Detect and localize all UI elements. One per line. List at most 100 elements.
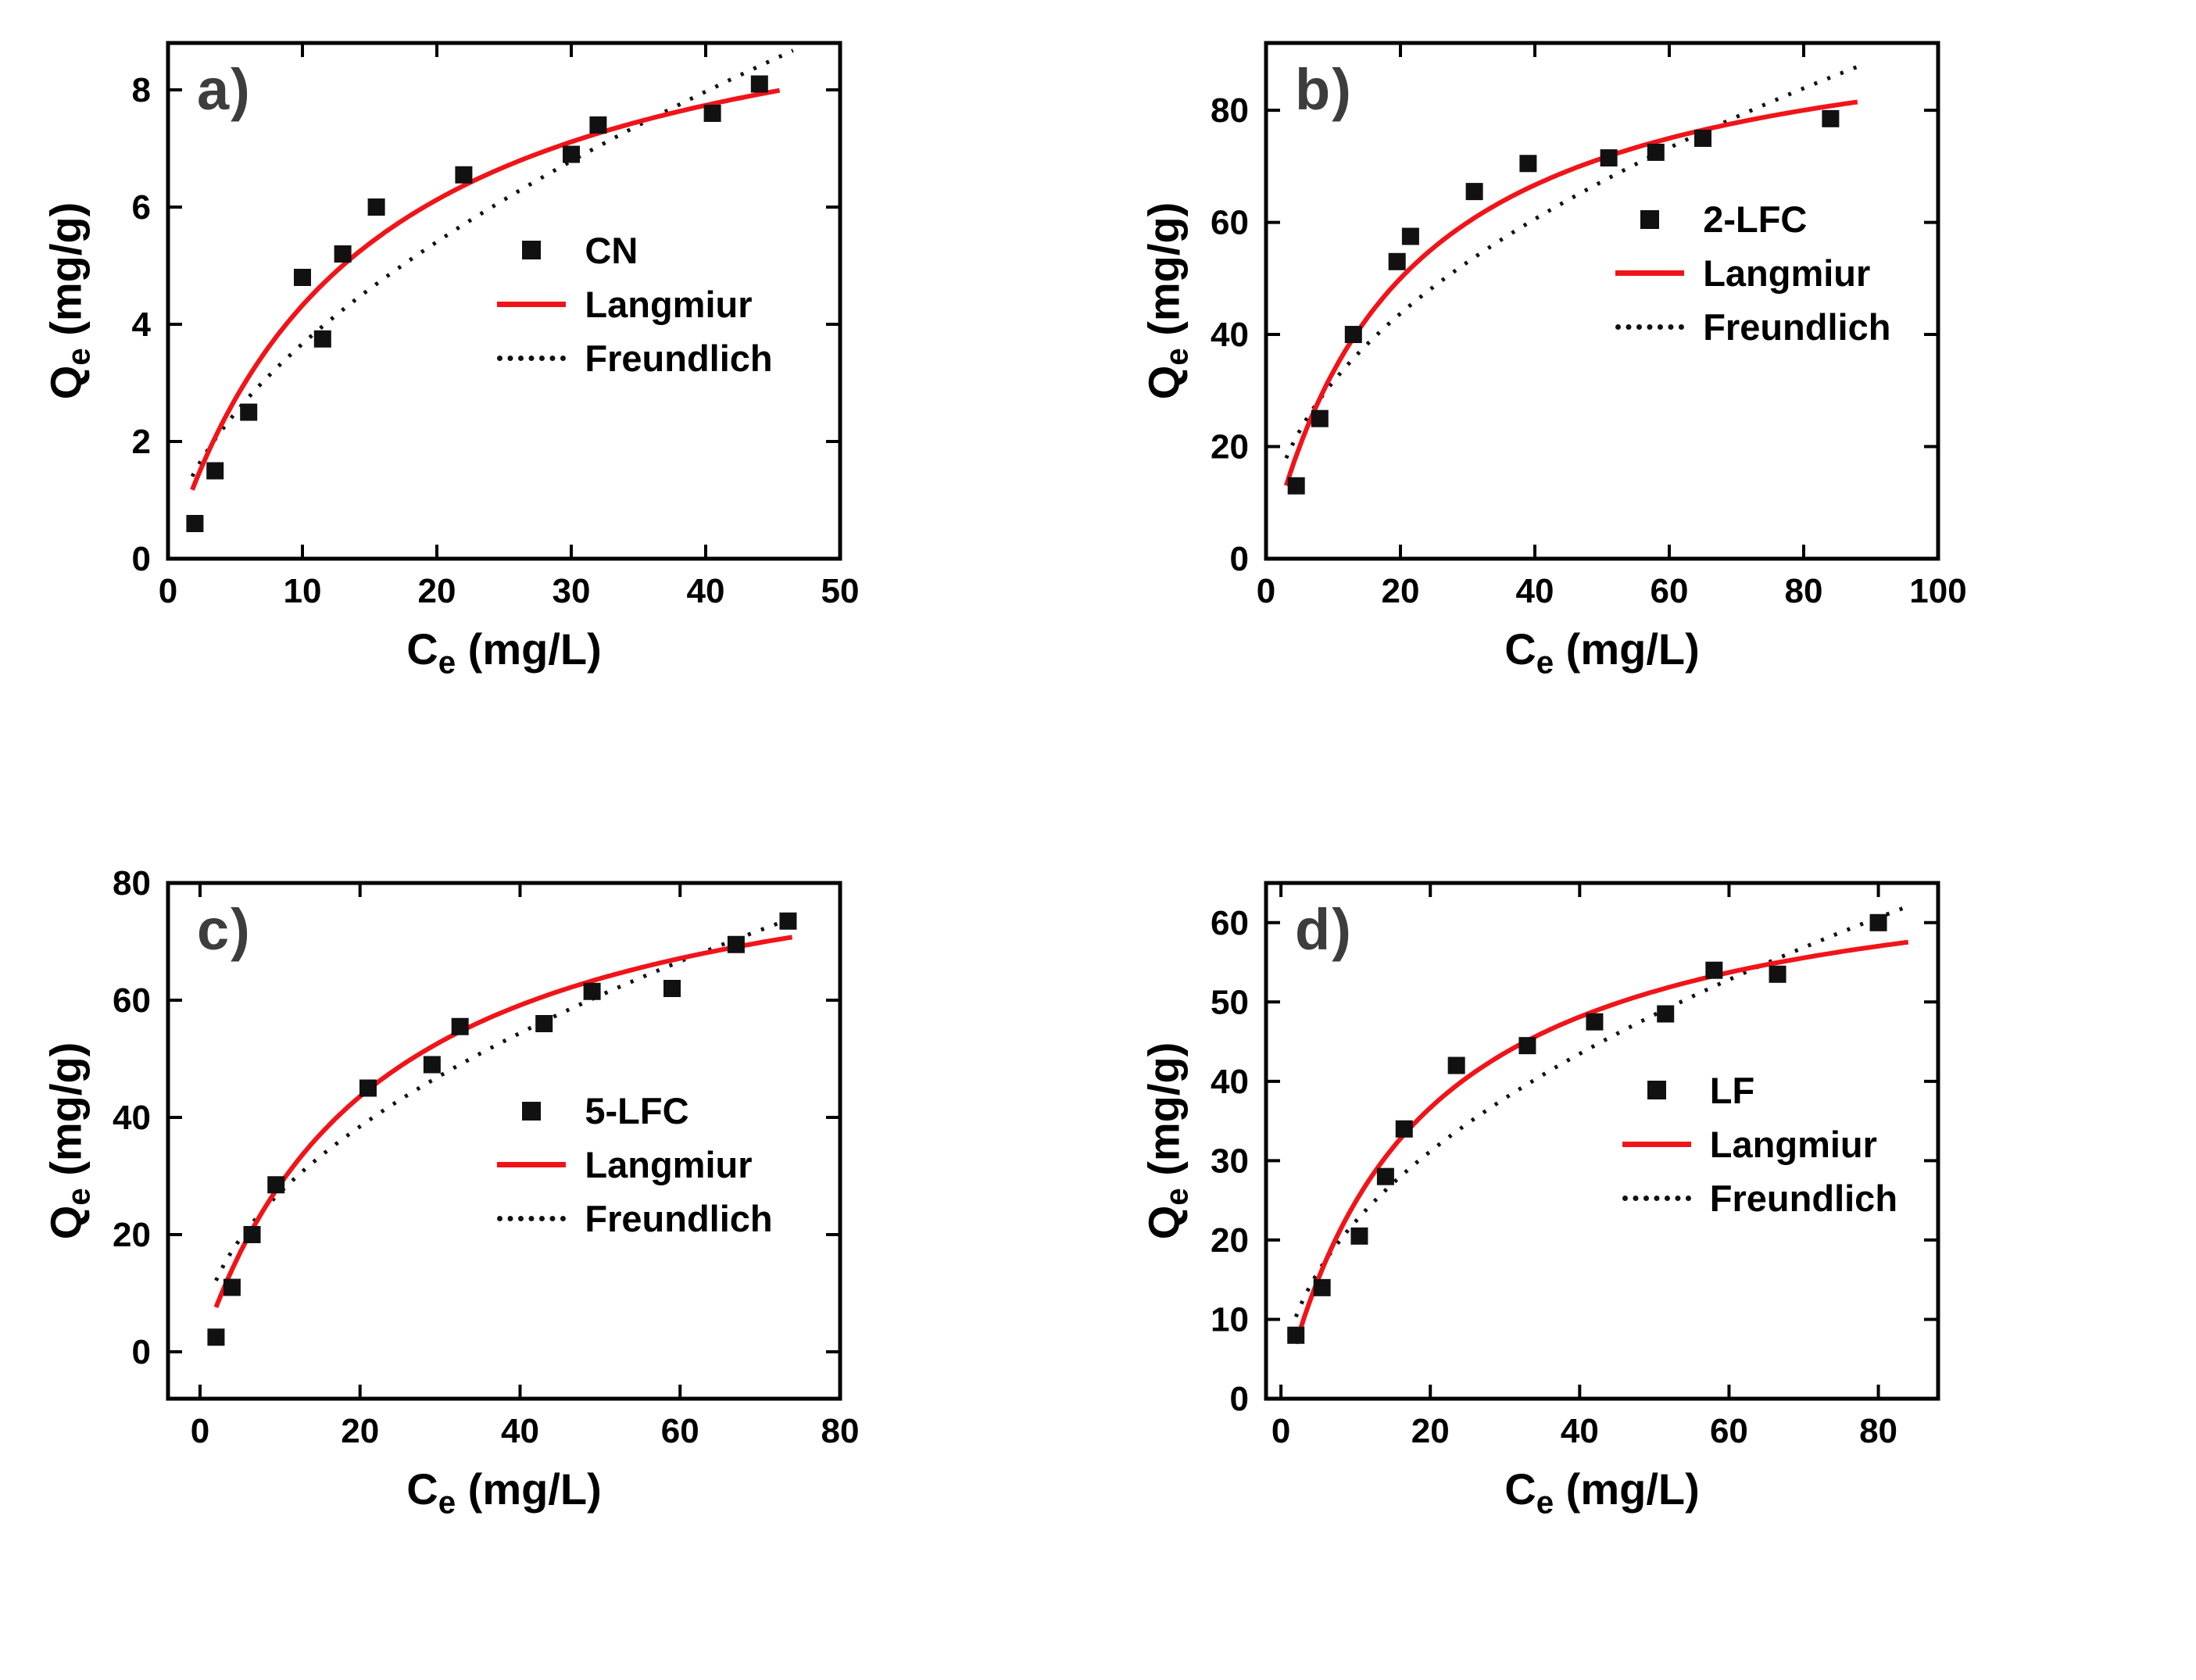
svg-text:6: 6 [132,188,151,227]
plot-area-d: 0 20 40 60 80 0 10 20 30 40 50 60 [1211,881,1940,1450]
x-label-subscript: e [1536,644,1554,681]
legend-freundlich-label: Freundlich [585,337,773,379]
svg-text:40: 40 [687,572,725,610]
x-label-units: (mg/L) [1554,624,1700,674]
svg-text:40: 40 [1516,572,1554,610]
x-label-subscript: e [438,1484,456,1521]
y-label-units: (mg/g) [41,202,91,349]
y-label-units: (mg/g) [41,1042,91,1189]
plot-area-b: 0 20 40 60 80 100 0 20 40 60 80 [1211,41,1967,610]
y-label-symbol: Q [41,1205,91,1240]
y-label-subscript: e [60,1188,97,1206]
svg-text:80: 80 [1211,91,1249,130]
freundlich-line-icon [497,347,567,369]
svg-text:20: 20 [1411,1412,1450,1450]
svg-text:80: 80 [821,1412,860,1450]
y-label-subscript: e [60,348,97,366]
svg-text:20: 20 [1211,1221,1249,1260]
legend-row-freundlich: Freundlich [497,337,773,380]
x-label-symbol: C [1504,624,1536,674]
legend-row-series: CN [497,229,772,272]
svg-text:50: 50 [821,572,860,610]
svg-text:60: 60 [1211,204,1249,242]
y-label-subscript: e [1158,348,1195,366]
legend-row-series: 5-LFC [497,1089,772,1132]
svg-text:4: 4 [132,306,152,344]
marker-swatch [1640,209,1660,229]
x-label-subscript: e [438,644,456,681]
legend-series-label: CN [585,229,638,271]
svg-text:40: 40 [113,1099,151,1137]
panel-label-c: c) [197,897,252,962]
legend-c: 5-LFC Langmiur Freundlich [497,1089,773,1240]
scatter-marker-icon [497,1100,566,1122]
legend-langmuir-label: Langmiur [585,283,753,325]
y-label-subscript: e [1158,1188,1195,1206]
x-axis-label-a: Ce (mg/L) [406,624,602,681]
line-swatch [497,301,567,307]
panel-d: 0 20 40 60 80 0 10 20 30 40 50 60 d) Qe (mg/g) Ce (… [1098,840,2196,1680]
panel-label-b: b) [1295,57,1353,122]
legend-langmuir-label: Langmiur [585,1144,753,1185]
x-label-symbol: C [406,624,438,674]
svg-text:20: 20 [1211,428,1249,466]
svg-text:0: 0 [1230,1380,1249,1418]
svg-text:20: 20 [418,572,456,610]
marker-swatch [522,241,542,260]
svg-text:0: 0 [132,1333,151,1371]
svg-text:10: 10 [1211,1300,1249,1339]
legend-row-freundlich: Freundlich [1622,1177,1897,1220]
y-axis-label-a: Qe (mg/g) [40,202,97,400]
svg-text:40: 40 [1211,316,1249,354]
plot-area-c: 0 20 40 60 80 0 20 40 60 80 [113,864,860,1450]
dots-swatch [1615,324,1685,330]
svg-text:10: 10 [284,572,322,610]
legend-langmuir-label: Langmiur [1709,1123,1877,1165]
y-axis-label-d: Qe (mg/g) [1138,1042,1195,1240]
y-label-units: (mg/g) [1139,1042,1189,1189]
svg-text:0: 0 [132,540,151,578]
svg-text:0: 0 [1271,1412,1290,1450]
y-label-symbol: Q [1139,365,1189,400]
svg-text:80: 80 [113,864,151,903]
svg-text:60: 60 [113,981,151,1020]
panel-b: 0 20 40 60 80 100 0 20 40 60 80 b) Qe (mg/g) Ce (m… [1098,0,2196,840]
panel-c: 0 20 40 60 80 0 20 40 60 80 c) Qe (mg/g) Ce (mg/L… [0,840,1098,1680]
line-swatch [1615,270,1685,276]
svg-text:40: 40 [1211,1063,1249,1101]
legend-b: 2-LFC Langmiur Freundlich [1615,198,1890,349]
legend-series-label: 5-LFC [585,1090,689,1131]
x-label-symbol: C [406,1464,438,1514]
plot-area-a: 0 10 20 30 40 50 0 2 4 6 8 [132,41,860,610]
y-label-symbol: Q [1139,1205,1189,1240]
svg-text:80: 80 [1859,1412,1897,1450]
svg-text:60: 60 [1651,572,1689,610]
y-axis-label-c: Qe (mg/g) [40,1042,97,1240]
panel-label-d: d) [1295,897,1353,962]
langmuir-line-icon [497,1154,567,1176]
legend-row-series: LF [1622,1069,1897,1112]
legend-series-label: 2-LFC [1703,198,1808,240]
legend-row-langmuir: Langmiur [497,1143,772,1186]
svg-text:60: 60 [1710,1412,1748,1450]
svg-text:0: 0 [191,1412,209,1450]
legend-row-series: 2-LFC [1615,198,1890,241]
svg-text:30: 30 [553,572,591,610]
svg-text:100: 100 [1909,572,1966,610]
svg-text:80: 80 [1785,572,1823,610]
legend-freundlich-label: Freundlich [585,1198,773,1239]
svg-text:20: 20 [113,1216,151,1254]
svg-text:0: 0 [159,572,177,610]
svg-text:40: 40 [501,1412,539,1450]
y-label-units: (mg/g) [1139,202,1189,349]
y-label-symbol: Q [41,365,91,400]
legend-d: LF Langmiur Freundlich [1622,1069,1897,1220]
legend-langmuir-label: Langmiur [1703,252,1871,294]
panel-a: 0 10 20 30 40 50 0 2 4 6 8 a) Qe (mg/g) Ce (mg/L) … [0,0,1098,840]
line-swatch [1622,1141,1691,1147]
x-axis-label-d: Ce (mg/L) [1504,1464,1700,1521]
legend-row-freundlich: Freundlich [1615,306,1890,349]
freundlich-line-icon [1622,1187,1691,1209]
svg-text:20: 20 [341,1412,379,1450]
